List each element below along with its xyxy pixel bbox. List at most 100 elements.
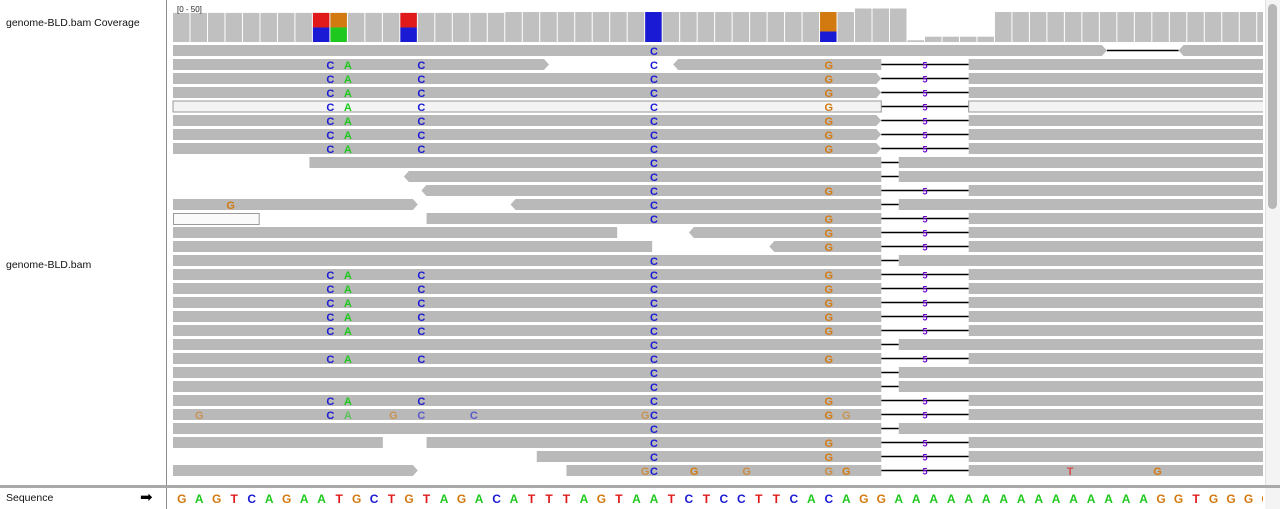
- alignment-row[interactable]: C: [173, 423, 1263, 436]
- right-arrow-icon[interactable]: ➡: [140, 489, 153, 506]
- coverage-bar[interactable]: [592, 12, 610, 42]
- read[interactable]: [173, 437, 383, 448]
- alignment-row[interactable]: C: [403, 171, 1263, 184]
- coverage-bar[interactable]: [907, 40, 924, 42]
- read[interactable]: [426, 213, 882, 224]
- read[interactable]: [968, 395, 1263, 406]
- read[interactable]: [898, 339, 1263, 350]
- mismatch-base[interactable]: C: [326, 396, 334, 408]
- mismatch-base[interactable]: G: [825, 88, 834, 100]
- mismatch-base[interactable]: A: [344, 74, 352, 86]
- alignment-track[interactable]: C5C A C C G5C A C C G5C A C C G5C A C C G5C A C C G5C A C C G5C A…: [172, 45, 1263, 478]
- mismatch-base[interactable]: C: [650, 46, 658, 58]
- mismatch-base[interactable]: C: [650, 172, 658, 184]
- read[interactable]: [968, 241, 1263, 252]
- mismatch-base[interactable]: C: [417, 60, 425, 72]
- alignment-row[interactable]: 5C A C C G: [173, 115, 1263, 128]
- alignment-row[interactable]: C: [173, 255, 1263, 268]
- alignment-row[interactable]: C: [173, 45, 1263, 58]
- mismatch-base[interactable]: G: [641, 466, 650, 478]
- read[interactable]: [173, 115, 882, 126]
- mismatch-base[interactable]: A: [344, 396, 352, 408]
- mismatch-base[interactable]: G: [825, 354, 834, 366]
- read[interactable]: [898, 381, 1263, 392]
- mismatch-base[interactable]: G: [690, 466, 699, 478]
- coverage-mismatch-bar[interactable]: [400, 12, 417, 28]
- mismatch-base[interactable]: G: [825, 242, 834, 254]
- mismatch-base[interactable]: C: [417, 74, 425, 86]
- coverage-mismatch-bar[interactable]: [330, 27, 347, 42]
- insertion-label[interactable]: 5: [922, 439, 927, 449]
- mismatch-base[interactable]: T: [1067, 466, 1074, 478]
- insertion-label[interactable]: 5: [922, 299, 927, 309]
- coverage-track-name[interactable]: genome-BLD.bam Coverage: [6, 17, 140, 29]
- insertion-label[interactable]: 5: [922, 103, 927, 113]
- alignment-row[interactable]: 5C A C C G: [173, 297, 1263, 310]
- coverage-bar[interactable]: [994, 12, 1012, 42]
- coverage-bar[interactable]: [365, 12, 382, 42]
- read[interactable]: [172, 100, 882, 113]
- mismatch-base[interactable]: C: [650, 452, 658, 464]
- read[interactable]: [173, 143, 882, 154]
- coverage-bar[interactable]: [540, 12, 557, 42]
- coverage-bar[interactable]: [680, 12, 697, 42]
- read[interactable]: [403, 171, 882, 182]
- read[interactable]: [173, 227, 618, 238]
- mismatch-base[interactable]: A: [344, 270, 352, 282]
- read[interactable]: [968, 437, 1263, 448]
- mismatch-base[interactable]: C: [417, 270, 425, 282]
- mismatch-base[interactable]: C: [650, 130, 658, 142]
- coverage-bar[interactable]: [697, 12, 715, 42]
- mismatch-base[interactable]: C: [417, 312, 425, 324]
- mismatch-base[interactable]: G: [742, 466, 751, 478]
- mismatch-base[interactable]: C: [650, 158, 658, 170]
- read[interactable]: [968, 59, 1263, 70]
- mismatch-base[interactable]: C: [470, 410, 478, 422]
- mismatch-base[interactable]: C: [326, 102, 334, 114]
- coverage-mismatch-bar[interactable]: [820, 12, 837, 32]
- mismatch-base[interactable]: C: [326, 354, 334, 366]
- mismatch-base[interactable]: G: [226, 200, 235, 212]
- insertion-label[interactable]: 5: [922, 145, 927, 155]
- alignment-row[interactable]: 5C A C C G: [172, 100, 1263, 114]
- mismatch-base[interactable]: C: [326, 410, 334, 422]
- coverage-bar[interactable]: [1169, 12, 1187, 42]
- alignment-row[interactable]: 5 C G: [421, 185, 1263, 198]
- coverage-bar[interactable]: [1064, 12, 1082, 42]
- alignment-track-name[interactable]: genome-BLD.bam: [6, 259, 92, 271]
- mismatch-base[interactable]: G: [825, 284, 834, 296]
- read[interactable]: [173, 59, 549, 70]
- read[interactable]: [173, 297, 882, 308]
- mismatch-base[interactable]: C: [650, 424, 658, 436]
- read[interactable]: [173, 367, 882, 378]
- coverage-bar[interactable]: [1082, 12, 1099, 42]
- insertion-label[interactable]: 5: [922, 61, 927, 71]
- read[interactable]: [968, 100, 1263, 113]
- read[interactable]: [536, 451, 882, 462]
- coverage-bar[interactable]: [1257, 12, 1263, 42]
- mismatch-base[interactable]: C: [417, 396, 425, 408]
- coverage-bar[interactable]: [1047, 12, 1064, 42]
- coverage-bar[interactable]: [1204, 12, 1222, 42]
- read[interactable]: [173, 395, 882, 406]
- alignment-row[interactable]: 5G: [173, 241, 1263, 254]
- coverage-bar[interactable]: [1152, 12, 1169, 42]
- read[interactable]: [688, 227, 882, 238]
- alignment-row[interactable]: 5C A C C G: [173, 311, 1263, 324]
- coverage-bar[interactable]: [557, 12, 575, 42]
- read[interactable]: [510, 199, 882, 210]
- alignment-row[interactable]: 5C A C C G: [173, 87, 1263, 100]
- alignment-row[interactable]: C: [173, 339, 1263, 352]
- read[interactable]: [173, 199, 418, 210]
- mismatch-base[interactable]: C: [326, 60, 334, 72]
- coverage-bar[interactable]: [260, 12, 277, 42]
- coverage-bar[interactable]: [732, 12, 750, 42]
- mismatch-base[interactable]: C: [650, 340, 658, 352]
- mismatch-base[interactable]: C: [417, 144, 425, 156]
- read[interactable]: [968, 213, 1263, 224]
- coverage-bar[interactable]: [417, 12, 435, 42]
- coverage-mismatch-bar[interactable]: [312, 12, 330, 28]
- read[interactable]: [173, 283, 882, 294]
- read[interactable]: [968, 185, 1263, 196]
